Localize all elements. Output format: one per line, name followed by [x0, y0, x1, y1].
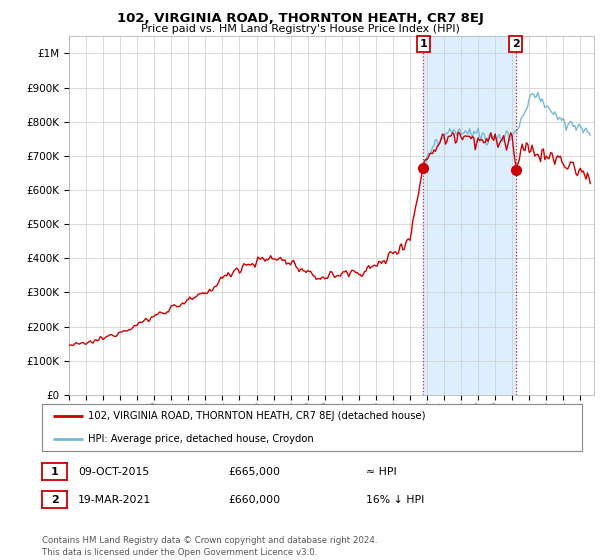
Text: 2: 2	[512, 39, 520, 49]
Bar	[423, 36, 516, 395]
Text: 2: 2	[51, 494, 58, 505]
Text: 102, VIRGINIA ROAD, THORNTON HEATH, CR7 8EJ: 102, VIRGINIA ROAD, THORNTON HEATH, CR7 …	[116, 12, 484, 25]
Text: 16% ↓ HPI: 16% ↓ HPI	[366, 494, 424, 505]
Text: ≈ HPI: ≈ HPI	[366, 466, 397, 477]
Text: £665,000: £665,000	[228, 466, 280, 477]
Text: 19-MAR-2021: 19-MAR-2021	[78, 494, 151, 505]
Text: Price paid vs. HM Land Registry's House Price Index (HPI): Price paid vs. HM Land Registry's House …	[140, 24, 460, 34]
Text: 1: 1	[419, 39, 427, 49]
Text: 102, VIRGINIA ROAD, THORNTON HEATH, CR7 8EJ (detached house): 102, VIRGINIA ROAD, THORNTON HEATH, CR7 …	[88, 411, 425, 421]
Text: £660,000: £660,000	[228, 494, 280, 505]
Text: 1: 1	[51, 466, 58, 477]
Text: HPI: Average price, detached house, Croydon: HPI: Average price, detached house, Croy…	[88, 434, 314, 444]
Text: 09-OCT-2015: 09-OCT-2015	[78, 466, 149, 477]
Text: Contains HM Land Registry data © Crown copyright and database right 2024.
This d: Contains HM Land Registry data © Crown c…	[42, 536, 377, 557]
